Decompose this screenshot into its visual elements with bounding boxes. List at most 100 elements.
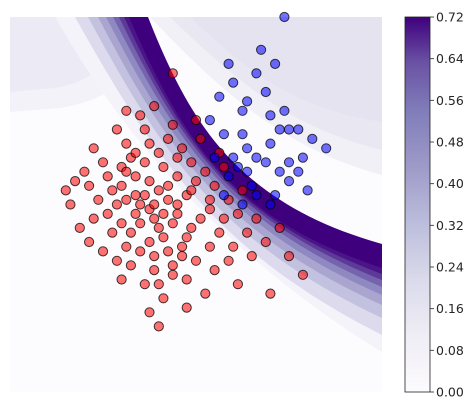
plot-area bbox=[10, 11, 382, 392]
scatter-point-series0-53 bbox=[186, 222, 197, 233]
scatter-point-series0-13 bbox=[70, 176, 81, 187]
scatter-point-series0-60 bbox=[228, 241, 239, 252]
scatter-point-series1-2 bbox=[251, 152, 262, 163]
scatter-point-series0-27 bbox=[163, 133, 174, 144]
scatter-point-series0-38 bbox=[190, 176, 202, 187]
scatter-point-series0-84 bbox=[139, 279, 150, 290]
scatter-point-series0-52 bbox=[144, 138, 155, 149]
scatter-point-series0-72 bbox=[167, 119, 178, 130]
colorbar-tick-label-0: 0.00 bbox=[436, 385, 464, 400]
scatter-point-series0-79 bbox=[125, 260, 136, 271]
scatter-point-series1-38 bbox=[218, 190, 229, 201]
scatter-point-series1-18 bbox=[283, 124, 295, 135]
scatter-point-series0-91 bbox=[186, 185, 197, 196]
scatter-point-series1-9 bbox=[265, 138, 276, 149]
colorbar-tick-label-6: 0.48 bbox=[436, 135, 464, 150]
scatter-point-series1-10 bbox=[232, 161, 243, 173]
scatter-point-series0-114 bbox=[167, 68, 178, 79]
contour-field bbox=[10, 17, 382, 352]
scatter-point-series0-37 bbox=[116, 180, 127, 191]
scatter-point-series1-3 bbox=[228, 77, 239, 88]
scatter-point-series0-81 bbox=[177, 241, 188, 252]
scatter-point-series0-39 bbox=[135, 218, 146, 229]
scatter-points bbox=[60, 11, 332, 332]
scatter-point-series0-92 bbox=[274, 222, 285, 233]
scatter-point-series0-99 bbox=[181, 302, 192, 313]
colorbar-tick-label-2: 0.16 bbox=[436, 301, 464, 316]
scatter-point-series1-20 bbox=[251, 68, 262, 79]
scatter-point-series0-44 bbox=[177, 143, 188, 154]
scatter-point-series0-1 bbox=[130, 190, 141, 201]
scatter-point-series0-67 bbox=[74, 222, 85, 233]
scatter-point-series0-101 bbox=[283, 251, 295, 262]
scatter-point-series0-73 bbox=[251, 213, 262, 224]
scatter-point-series0-8 bbox=[158, 232, 169, 243]
scatter-point-series1-16 bbox=[256, 44, 267, 55]
colorbar-tick-label-5: 0.40 bbox=[436, 176, 464, 191]
scatter-point-series1-28 bbox=[228, 152, 239, 163]
scatter-point-series1-8 bbox=[293, 166, 304, 177]
scatter-point-series1-27 bbox=[260, 157, 271, 168]
scatter-point-series0-89 bbox=[130, 147, 141, 158]
scatter-point-series0-74 bbox=[116, 274, 127, 285]
scatter-point-series1-1 bbox=[237, 105, 248, 116]
scatter-point-series0-69 bbox=[102, 171, 113, 182]
scatter-point-series1-17 bbox=[237, 129, 248, 140]
scatter-point-series0-7 bbox=[88, 213, 99, 224]
colorbar-tick-label-7: 0.56 bbox=[436, 93, 464, 108]
scatter-point-series0-71 bbox=[144, 236, 155, 248]
scatter-point-series1-21 bbox=[279, 105, 290, 116]
scatter-point-series0-5 bbox=[172, 171, 183, 182]
scatter-point-series1-32 bbox=[274, 166, 285, 177]
scatter-point-series1-19 bbox=[223, 171, 234, 182]
scatter-point-series1-23 bbox=[270, 58, 281, 70]
scatter-point-series0-31 bbox=[130, 171, 141, 182]
scatter-point-series0-85 bbox=[60, 185, 71, 196]
scatter-point-series1-39 bbox=[265, 110, 276, 121]
colorbar-gradient bbox=[404, 16, 431, 393]
scatter-point-series0-3 bbox=[149, 213, 160, 224]
scatter-point-series0-93 bbox=[144, 307, 155, 318]
scatter-point-series0-34 bbox=[153, 185, 164, 196]
scatter-point-series0-6 bbox=[139, 157, 150, 168]
colorbar-tick-label-4: 0.32 bbox=[436, 218, 464, 233]
colorbar-tick-label-8: 0.64 bbox=[436, 51, 464, 66]
scatter-point-series0-48 bbox=[139, 190, 150, 201]
scatter-point-series1-7 bbox=[204, 115, 215, 126]
scatter-point-series0-75 bbox=[190, 255, 202, 266]
scatter-point-series0-47 bbox=[200, 166, 211, 177]
scatter-point-series0-107 bbox=[135, 199, 146, 210]
scatter-point-series0-15 bbox=[167, 218, 178, 229]
scatter-point-series0-50 bbox=[79, 166, 90, 177]
scatter-point-series0-112 bbox=[121, 105, 132, 116]
scatter-point-series1-26 bbox=[297, 152, 308, 163]
scatter-point-series0-63 bbox=[195, 133, 206, 144]
scatter-point-series0-25 bbox=[139, 124, 150, 135]
scatter-point-series1-5 bbox=[274, 124, 285, 135]
colorbar-tick-label-9: 0.72 bbox=[436, 10, 464, 25]
scatter-point-series0-17 bbox=[195, 213, 206, 224]
scatter-point-series0-97 bbox=[172, 152, 183, 163]
scatter-point-series0-54 bbox=[111, 199, 123, 210]
scatter-point-series1-0 bbox=[218, 129, 229, 140]
scatter-point-series0-42 bbox=[214, 227, 225, 238]
scatter-point-series0-87 bbox=[163, 246, 174, 257]
scatter-point-series0-57 bbox=[130, 208, 141, 219]
scatter-point-series0-61 bbox=[153, 222, 164, 233]
scatter-point-series0-26 bbox=[204, 241, 215, 252]
scatter-point-series0-49 bbox=[167, 260, 178, 271]
scatter-point-series1-30 bbox=[283, 157, 295, 168]
scatter-point-series0-20 bbox=[97, 157, 109, 168]
scatter-point-series0-105 bbox=[232, 279, 243, 290]
scatter-point-series0-45 bbox=[149, 251, 160, 262]
scatter-point-series0-46 bbox=[107, 227, 118, 238]
scatter-point-series0-59 bbox=[172, 199, 183, 210]
scatter-point-series0-11 bbox=[107, 185, 118, 196]
scatter-point-series0-21 bbox=[209, 180, 220, 191]
scatter-point-series0-82 bbox=[111, 124, 123, 135]
scatter-point-series1-35 bbox=[251, 190, 262, 201]
scatter-point-series0-70 bbox=[204, 194, 215, 205]
scatter-point-series0-78 bbox=[149, 199, 160, 210]
scatter-point-series0-102 bbox=[167, 269, 178, 280]
scatter-point-series0-18 bbox=[177, 251, 188, 262]
